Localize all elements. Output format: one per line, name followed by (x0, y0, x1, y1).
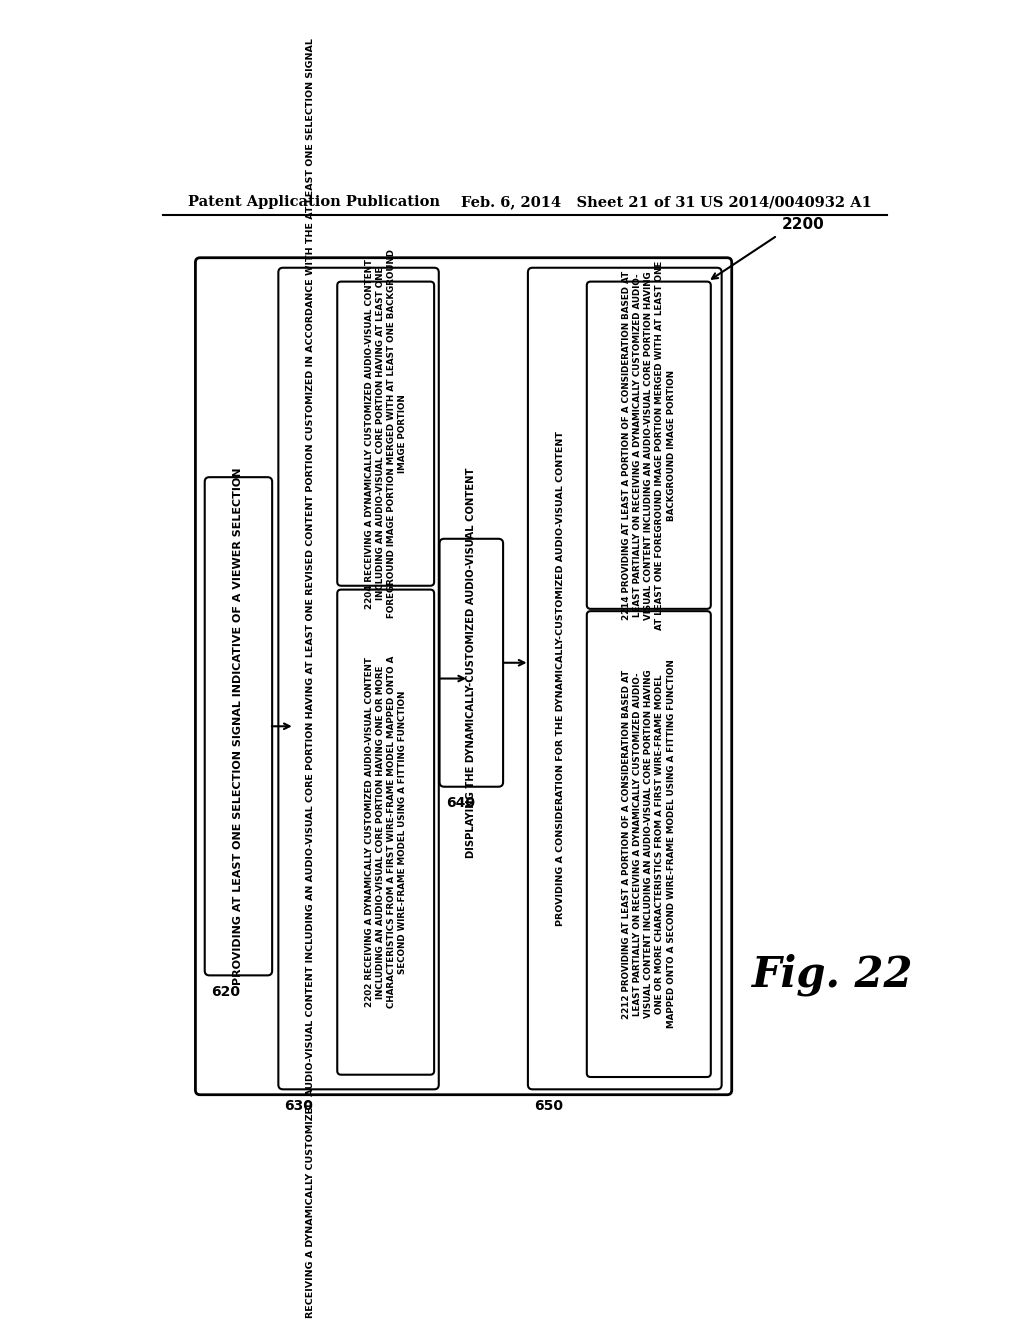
Text: PROVIDING A CONSIDERATION FOR THE DYNAMICALLY-CUSTOMIZED AUDIO-VISUAL CONTENT: PROVIDING A CONSIDERATION FOR THE DYNAMI… (556, 432, 565, 927)
Text: 2212 PROVIDING AT LEAST A PORTION OF A CONSIDERATION BASED AT
LEAST PARTIALLY ON: 2212 PROVIDING AT LEAST A PORTION OF A C… (623, 660, 676, 1028)
Text: 2200: 2200 (781, 216, 824, 231)
Text: 2202 RECEIVING A DYNAMICALLY CUSTOMIZED AUDIO-VISUAL CONTENT
INCLUDING AN AUDIO-: 2202 RECEIVING A DYNAMICALLY CUSTOMIZED … (365, 656, 407, 1008)
Text: Fig. 22: Fig. 22 (752, 953, 913, 995)
Text: Patent Application Publication: Patent Application Publication (188, 195, 440, 210)
Text: PROVIDING AT LEAST ONE SELECTION SIGNAL INDICATIVE OF A VIEWER SELECTION: PROVIDING AT LEAST ONE SELECTION SIGNAL … (233, 467, 244, 985)
Text: 620: 620 (211, 985, 240, 999)
Text: 2204 RECEIVING A DYNAMICALLY CUSTOMIZED AUDIO-VISUAL CONTENT
INCLUDING AN AUDIO-: 2204 RECEIVING A DYNAMICALLY CUSTOMIZED … (365, 249, 407, 618)
FancyBboxPatch shape (528, 268, 722, 1089)
FancyBboxPatch shape (196, 257, 732, 1094)
Text: RECEIVING A DYNAMICALLY CUSTOMIZED AUDIO-VISUAL CONTENT INCLUDING AN AUDIO-VISUA: RECEIVING A DYNAMICALLY CUSTOMIZED AUDIO… (305, 38, 314, 1319)
FancyBboxPatch shape (439, 539, 503, 787)
FancyBboxPatch shape (587, 611, 711, 1077)
Text: 630: 630 (285, 1098, 313, 1113)
Text: 650: 650 (535, 1098, 563, 1113)
FancyBboxPatch shape (205, 478, 272, 975)
FancyBboxPatch shape (587, 281, 711, 609)
Text: 640: 640 (445, 796, 475, 810)
Text: DISPLAYING THE DYNAMICALLY-CUSTOMIZED AUDIO-VISUAL CONTENT: DISPLAYING THE DYNAMICALLY-CUSTOMIZED AU… (466, 467, 476, 858)
Text: US 2014/0040932 A1: US 2014/0040932 A1 (700, 195, 872, 210)
FancyBboxPatch shape (337, 590, 434, 1074)
FancyBboxPatch shape (279, 268, 438, 1089)
FancyBboxPatch shape (337, 281, 434, 586)
Text: Feb. 6, 2014   Sheet 21 of 31: Feb. 6, 2014 Sheet 21 of 31 (461, 195, 696, 210)
Text: 2214 PROVIDING AT LEAST A PORTION OF A CONSIDERATION BASED AT
LEAST PARTIALLY ON: 2214 PROVIDING AT LEAST A PORTION OF A C… (623, 260, 676, 630)
